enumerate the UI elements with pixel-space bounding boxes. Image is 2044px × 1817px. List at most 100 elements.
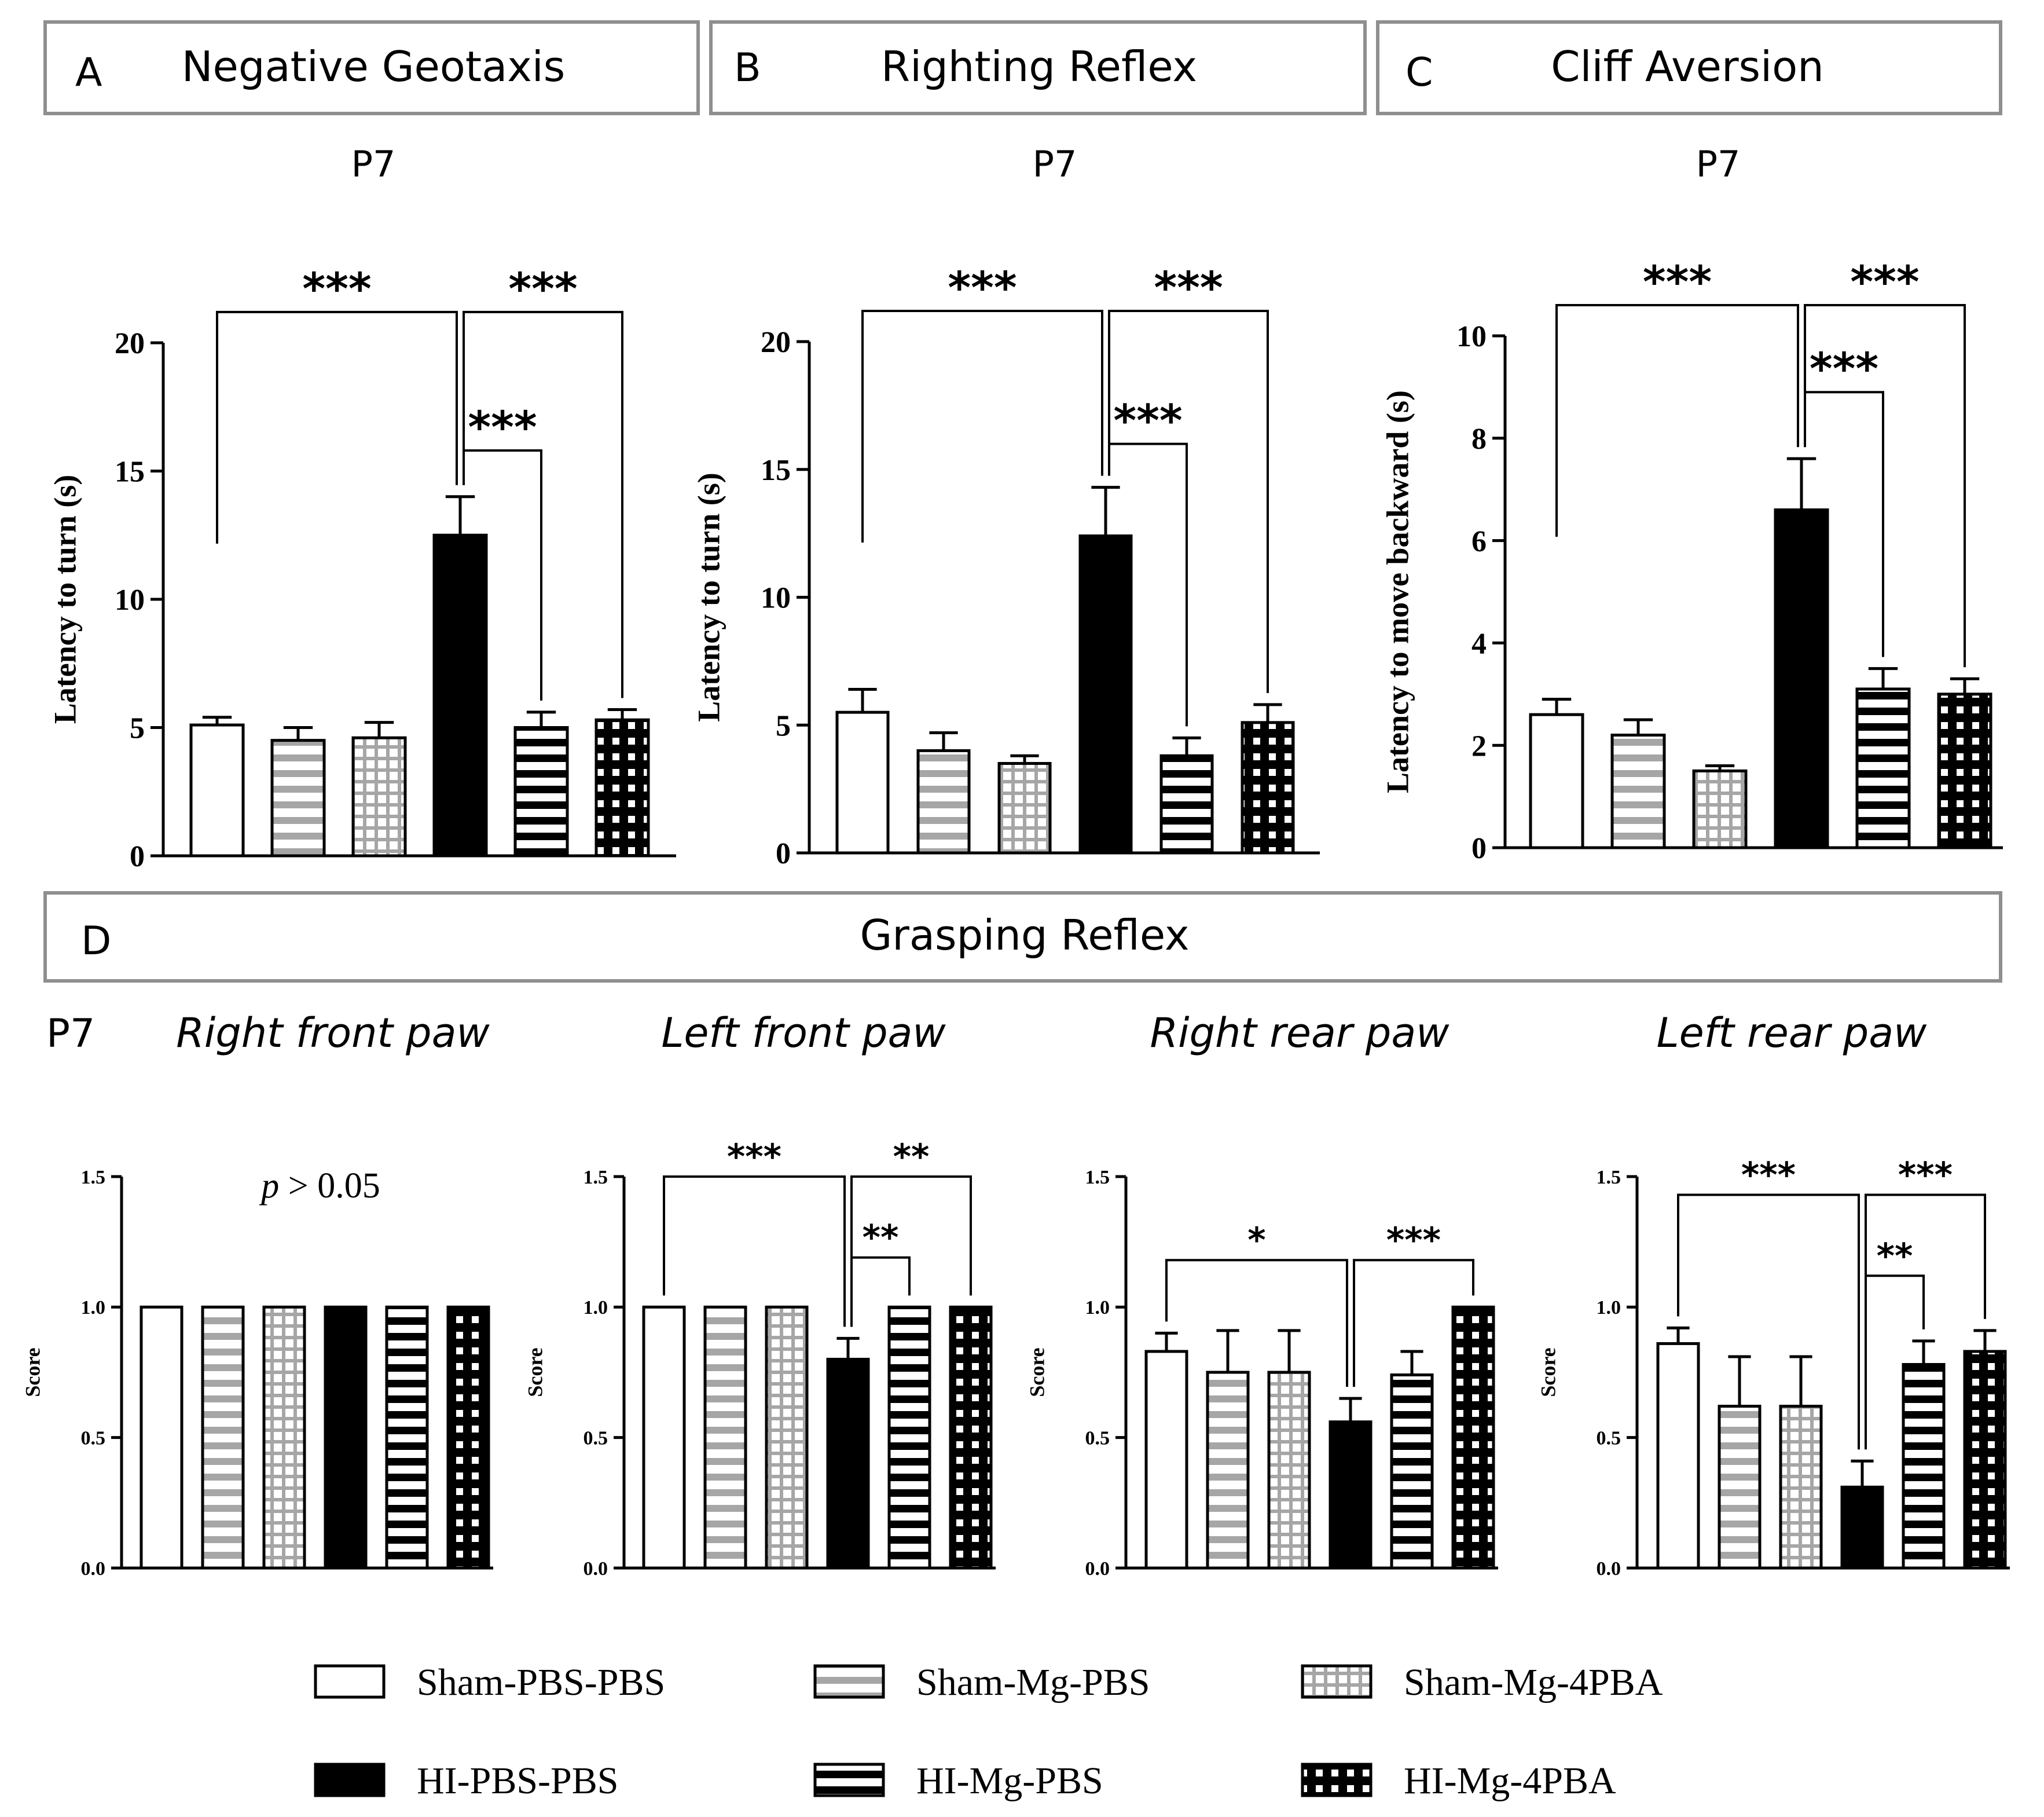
error-bar [1728,1355,1751,1406]
bar-hi-pbs-pbs [1774,508,1829,849]
error-bar [1010,754,1039,764]
error-bar [1623,718,1653,735]
y-tick-label: 0.5 [584,1428,608,1449]
chart-right-front-paw: Right front paw 0.0 0.5 1.0 1.5 Score p > 0.05 [21,1009,493,1580]
legend-swatch [813,1664,885,1699]
y-tick-label: 1.5 [584,1167,608,1188]
bar-sham-mg-pbs [1610,734,1666,849]
y-axis-label: Latency to move backward (s) [1380,390,1415,793]
bar-hi-mg-4pba [446,1305,490,1570]
significance-label: *** [1850,256,1919,307]
significance-label: *** [302,263,371,314]
y-tick-label: 0.0 [584,1558,608,1580]
y-tick-label: 1.5 [81,1167,106,1188]
bar-hi-mg-pbs [1159,754,1214,855]
y-tick-label: 1.0 [1597,1297,1621,1318]
panel-d-title: Grasping Reflex [860,911,1189,959]
y-axis-label: Score [523,1347,546,1397]
bar-hi-pbs-pbs [826,1357,870,1570]
significance-label: ** [1877,1236,1913,1276]
chart-title: P7 [351,143,396,185]
significance-label: *** [727,1137,781,1177]
error-bar [1851,1459,1874,1488]
bar-sham-pbs-pbs [189,723,245,858]
bar-sham-mg-4pba [765,1305,809,1570]
bar-hi-pbs-pbs [432,533,488,858]
bar-hi-mg-pbs [1902,1362,1946,1570]
y-tick-label: 1.0 [1085,1297,1110,1318]
legend-label: Sham-Mg-PBS [916,1661,1150,1704]
bar-sham-mg-4pba [1267,1371,1311,1570]
significance-bracket: *** [216,263,458,544]
legend-item: HI-Mg-PBS [813,1760,1103,1802]
panel-b-title: Righting Reflex [881,42,1197,91]
y-axis-label: Latency to turn (s) [47,475,82,724]
significance-bracket: *** [463,263,623,698]
significance-label: *** [1898,1155,1953,1196]
significance-label: *** [1741,1155,1796,1196]
error-bar [1973,1329,1997,1351]
p-value-annotation: p > 0.05 [259,1166,380,1206]
y-tick-label: 0.5 [1085,1428,1110,1449]
legend-item: Sham-PBS-PBS [314,1661,665,1704]
significance-bracket: ** [850,1218,911,1327]
bar-hi-mg-pbs [1855,687,1911,849]
significance-bracket: *** [1677,1155,1860,1450]
panel-b-letter: B [734,45,761,91]
error-bar [1339,1397,1362,1422]
bar-sham-pbs-pbs [642,1305,686,1570]
significance-bracket: *** [663,1137,846,1327]
legend-item: Sham-Mg-PBS [813,1661,1150,1704]
chart-negative-geotaxis: P7 0 5 10 15 20 Latency to turn (s) *** *** *** [47,143,676,873]
panel-c-header: C Cliff Aversion [1376,20,2002,115]
y-tick-label: 10 [115,584,145,617]
chart-righting-reflex: P7 0 5 10 15 20 Latency to turn (s) *** *** *** [691,143,1320,870]
significance-label: *** [1386,1220,1441,1261]
y-axis-label: Score [1536,1347,1559,1397]
bar-hi-mg-4pba [1963,1350,2007,1570]
panel-c-letter: C [1406,50,1433,96]
legend-label: HI-PBS-PBS [417,1760,618,1802]
y-axis-label: Latency to turn (s) [691,472,726,721]
legend-item: HI-Mg-4PBA [1301,1760,1616,1802]
error-bar [1400,1350,1423,1375]
y-tick-label: 20 [115,327,145,360]
bar-hi-mg-4pba [1451,1305,1495,1570]
error-bar [1667,1326,1690,1344]
error-bar [607,708,637,720]
legend-swatch [1301,1763,1373,1797]
significance-bracket: *** [861,262,1103,543]
bar-hi-mg-pbs [513,726,569,858]
error-bar [202,716,232,726]
significance-label: *** [1810,343,1878,394]
panel-d-header: D Grasping Reflex P7 [43,891,2002,1057]
y-tick-label: 0 [776,837,791,870]
bar-hi-mg-4pba [1937,693,1992,849]
panel-d-subtitle: P7 [46,1011,95,1057]
error-bar [1789,1355,1812,1406]
significance-bracket: *** [1555,256,1799,537]
error-bar [1216,1329,1239,1372]
y-tick-label: 1.0 [81,1297,106,1318]
chart-cliff-aversion: P7 0 2 4 6 8 10 Latency to move backward (s) ***… [1380,143,2003,865]
chart-title: Left front paw [661,1009,946,1057]
error-bar [1155,1331,1178,1351]
significance-bracket: *** [1804,343,1884,657]
legend-label: Sham-Mg-4PBA [1404,1661,1663,1704]
y-tick-label: 0.0 [1085,1558,1110,1580]
bar-sham-mg-4pba [351,736,407,858]
y-tick-label: 6 [1471,525,1487,558]
chart-title: Right rear paw [1150,1009,1450,1057]
error-bar [836,1336,860,1360]
y-tick-label: 2 [1471,730,1487,763]
error-bar [1091,486,1120,536]
bar-sham-mg-4pba [1692,769,1748,849]
bar-sham-pbs-pbs [1529,713,1584,849]
significance-label: *** [1643,256,1712,307]
legend-label: HI-Mg-PBS [916,1760,1103,1802]
error-bar [1912,1339,1935,1365]
bar-hi-mg-pbs [1390,1373,1434,1570]
